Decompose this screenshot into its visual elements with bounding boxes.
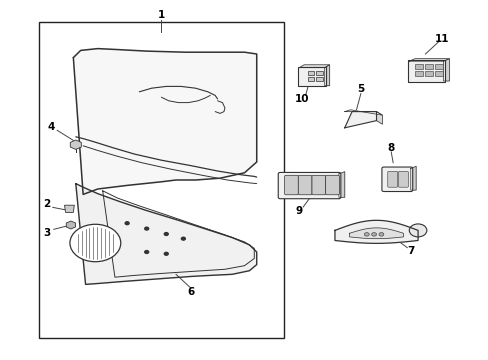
FancyBboxPatch shape xyxy=(307,71,314,75)
Circle shape xyxy=(70,224,121,262)
FancyBboxPatch shape xyxy=(414,71,422,76)
Bar xyxy=(39,22,283,338)
Polygon shape xyxy=(324,65,329,86)
Polygon shape xyxy=(344,110,382,115)
Circle shape xyxy=(364,233,368,236)
Text: 3: 3 xyxy=(44,228,51,238)
Circle shape xyxy=(144,251,148,253)
Text: 4: 4 xyxy=(47,122,55,132)
FancyBboxPatch shape xyxy=(311,175,325,195)
Text: 11: 11 xyxy=(434,33,449,44)
FancyBboxPatch shape xyxy=(424,64,432,69)
Polygon shape xyxy=(376,112,382,124)
FancyBboxPatch shape xyxy=(424,71,432,76)
Text: 9: 9 xyxy=(295,206,302,216)
FancyBboxPatch shape xyxy=(398,171,407,187)
Circle shape xyxy=(144,227,148,230)
Polygon shape xyxy=(408,59,448,61)
FancyBboxPatch shape xyxy=(434,71,442,76)
Polygon shape xyxy=(334,220,417,243)
Circle shape xyxy=(125,222,129,225)
Text: 10: 10 xyxy=(294,94,309,104)
FancyBboxPatch shape xyxy=(298,175,311,195)
FancyBboxPatch shape xyxy=(325,175,339,195)
Circle shape xyxy=(408,224,426,237)
Polygon shape xyxy=(76,184,256,284)
FancyBboxPatch shape xyxy=(381,167,412,192)
FancyBboxPatch shape xyxy=(407,60,444,82)
FancyBboxPatch shape xyxy=(298,67,325,86)
Polygon shape xyxy=(344,112,376,128)
FancyBboxPatch shape xyxy=(307,77,314,81)
Circle shape xyxy=(181,237,185,240)
Text: 2: 2 xyxy=(43,199,50,209)
Polygon shape xyxy=(64,205,74,212)
FancyBboxPatch shape xyxy=(387,171,397,187)
FancyBboxPatch shape xyxy=(434,64,442,69)
Text: 5: 5 xyxy=(357,84,364,94)
FancyBboxPatch shape xyxy=(315,77,322,81)
Circle shape xyxy=(164,233,168,235)
FancyBboxPatch shape xyxy=(414,64,422,69)
Text: 7: 7 xyxy=(406,246,414,256)
Text: 6: 6 xyxy=(187,287,194,297)
Polygon shape xyxy=(73,49,256,194)
Polygon shape xyxy=(410,166,415,190)
Text: 8: 8 xyxy=(387,143,394,153)
FancyBboxPatch shape xyxy=(278,172,340,199)
FancyBboxPatch shape xyxy=(284,175,298,195)
Polygon shape xyxy=(299,65,329,68)
Polygon shape xyxy=(443,59,448,81)
FancyBboxPatch shape xyxy=(315,71,322,75)
Circle shape xyxy=(164,252,168,255)
Polygon shape xyxy=(349,228,403,239)
Text: 1: 1 xyxy=(158,10,164,20)
Circle shape xyxy=(371,233,376,236)
Polygon shape xyxy=(338,172,344,197)
Circle shape xyxy=(378,233,383,236)
